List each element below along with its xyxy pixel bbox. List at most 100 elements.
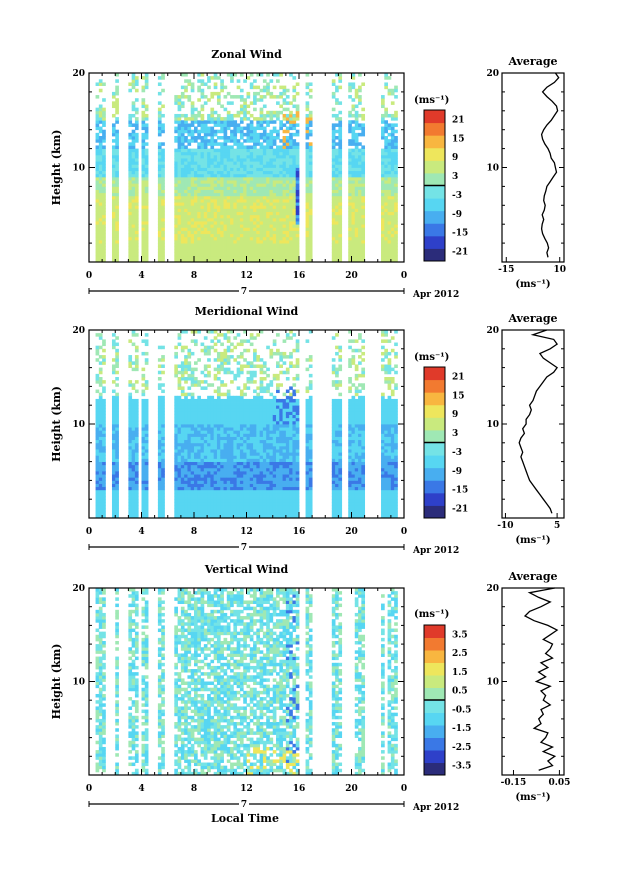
heatmap-cell [220,502,224,506]
heatmap-cell [194,514,198,519]
heatmap-cell [141,255,146,260]
heatmap-cell [194,402,198,406]
heatmap-cell [131,202,136,206]
heatmap-cell [269,192,274,197]
heatmap-cell [282,158,287,162]
heatmap-cell [236,373,241,378]
heatmap-cell [387,243,392,247]
heatmap-cell [190,88,195,93]
heatmap-cell [233,461,238,466]
heatmap-cell [390,176,395,181]
heatmap-cell [220,117,224,121]
heatmap-cell [144,458,149,462]
heatmap-cell [272,180,277,184]
heatmap-cell [207,345,211,350]
heatmap-cell [177,236,182,241]
heatmap-cell [338,129,343,134]
heatmap-cell [236,467,241,472]
heatmap-cell [111,339,116,343]
heatmap-cell [207,402,211,406]
heatmap-cell [98,170,103,175]
heatmap-cell [282,202,287,206]
heatmap-cell [115,199,119,203]
heatmap-cell [207,239,211,244]
heatmap-cell [95,95,100,99]
heatmap-cell [295,258,300,263]
heatmap-cell [194,239,198,244]
heatmap-cell [292,123,297,127]
heatmap-cell [246,492,251,497]
heatmap-cell [335,136,339,140]
heatmap-cell [111,126,116,131]
heatmap-cell [141,408,146,412]
heatmap-cell [292,233,297,238]
heatmap-cell [180,123,185,127]
heatmap-cell [157,249,162,253]
heatmap-cell [394,173,398,178]
heatmap-cell [213,449,218,453]
heatmap-cell [144,243,149,247]
heatmap-cell [289,202,293,206]
heatmap-cell [272,227,277,231]
heatmap-cell [210,132,215,137]
heatmap-cell [305,154,310,159]
heatmap-cell [141,239,146,244]
profile-title: Average [507,55,557,68]
heatmap-cell [95,230,100,235]
heatmap-cell [210,227,215,231]
heatmap-cell [239,489,244,494]
heatmap-cell [207,164,211,168]
heatmap-cell [184,392,188,397]
heatmap-cell [190,154,195,159]
heatmap-cell [394,123,398,127]
heatmap-cell [269,186,274,190]
heatmap-cell [207,442,211,447]
heatmap-cell [239,477,244,481]
heatmap-cell [239,170,244,175]
heatmap-cell [180,176,185,181]
heatmap-cell [331,107,336,112]
heatmap-cell [207,424,211,428]
heatmap-cell [295,243,300,247]
heatmap-cell [187,377,192,381]
heatmap-cell [236,192,241,197]
heatmap-cell [308,186,313,190]
heatmap-cell [236,508,241,513]
heatmap-cell [285,249,290,253]
heatmap-cell [131,452,136,456]
heatmap-cell [210,214,215,219]
heatmap-cell [246,139,251,143]
heatmap-cell [174,243,178,247]
heatmap-cell [230,505,234,509]
heatmap-cell [213,176,218,181]
heatmap-cell [390,233,395,238]
heatmap-cell [207,499,211,503]
heatmap-cell [269,158,274,162]
heatmap-cell [236,176,241,181]
heatmap-cell [381,180,385,184]
heatmap-cell [239,505,244,509]
heatmap-cell [216,442,221,447]
heatmap-cell [98,255,103,260]
heatmap-cell [335,214,339,219]
heatmap-cell [134,126,139,131]
heatmap-cell [216,189,221,194]
heatmap-cell [98,458,103,462]
heatmap-cell [144,477,149,481]
heatmap-cell [134,452,139,456]
heatmap-cell [272,236,277,241]
profile-frame [501,72,565,263]
heatmap-cell [128,161,133,165]
heatmap-cell [276,145,280,149]
heatmap-cell [213,492,218,497]
heatmap-cell [239,107,244,112]
heatmap-cell [174,511,178,516]
heatmap-cell [180,73,185,77]
heatmap-cell [194,249,198,253]
heatmap-cell [348,82,352,86]
heatmap-cell [216,339,221,343]
heatmap-cell [276,243,280,247]
heatmap-cell [246,489,251,494]
heatmap-cell [272,176,277,181]
heatmap-cell [174,186,178,190]
